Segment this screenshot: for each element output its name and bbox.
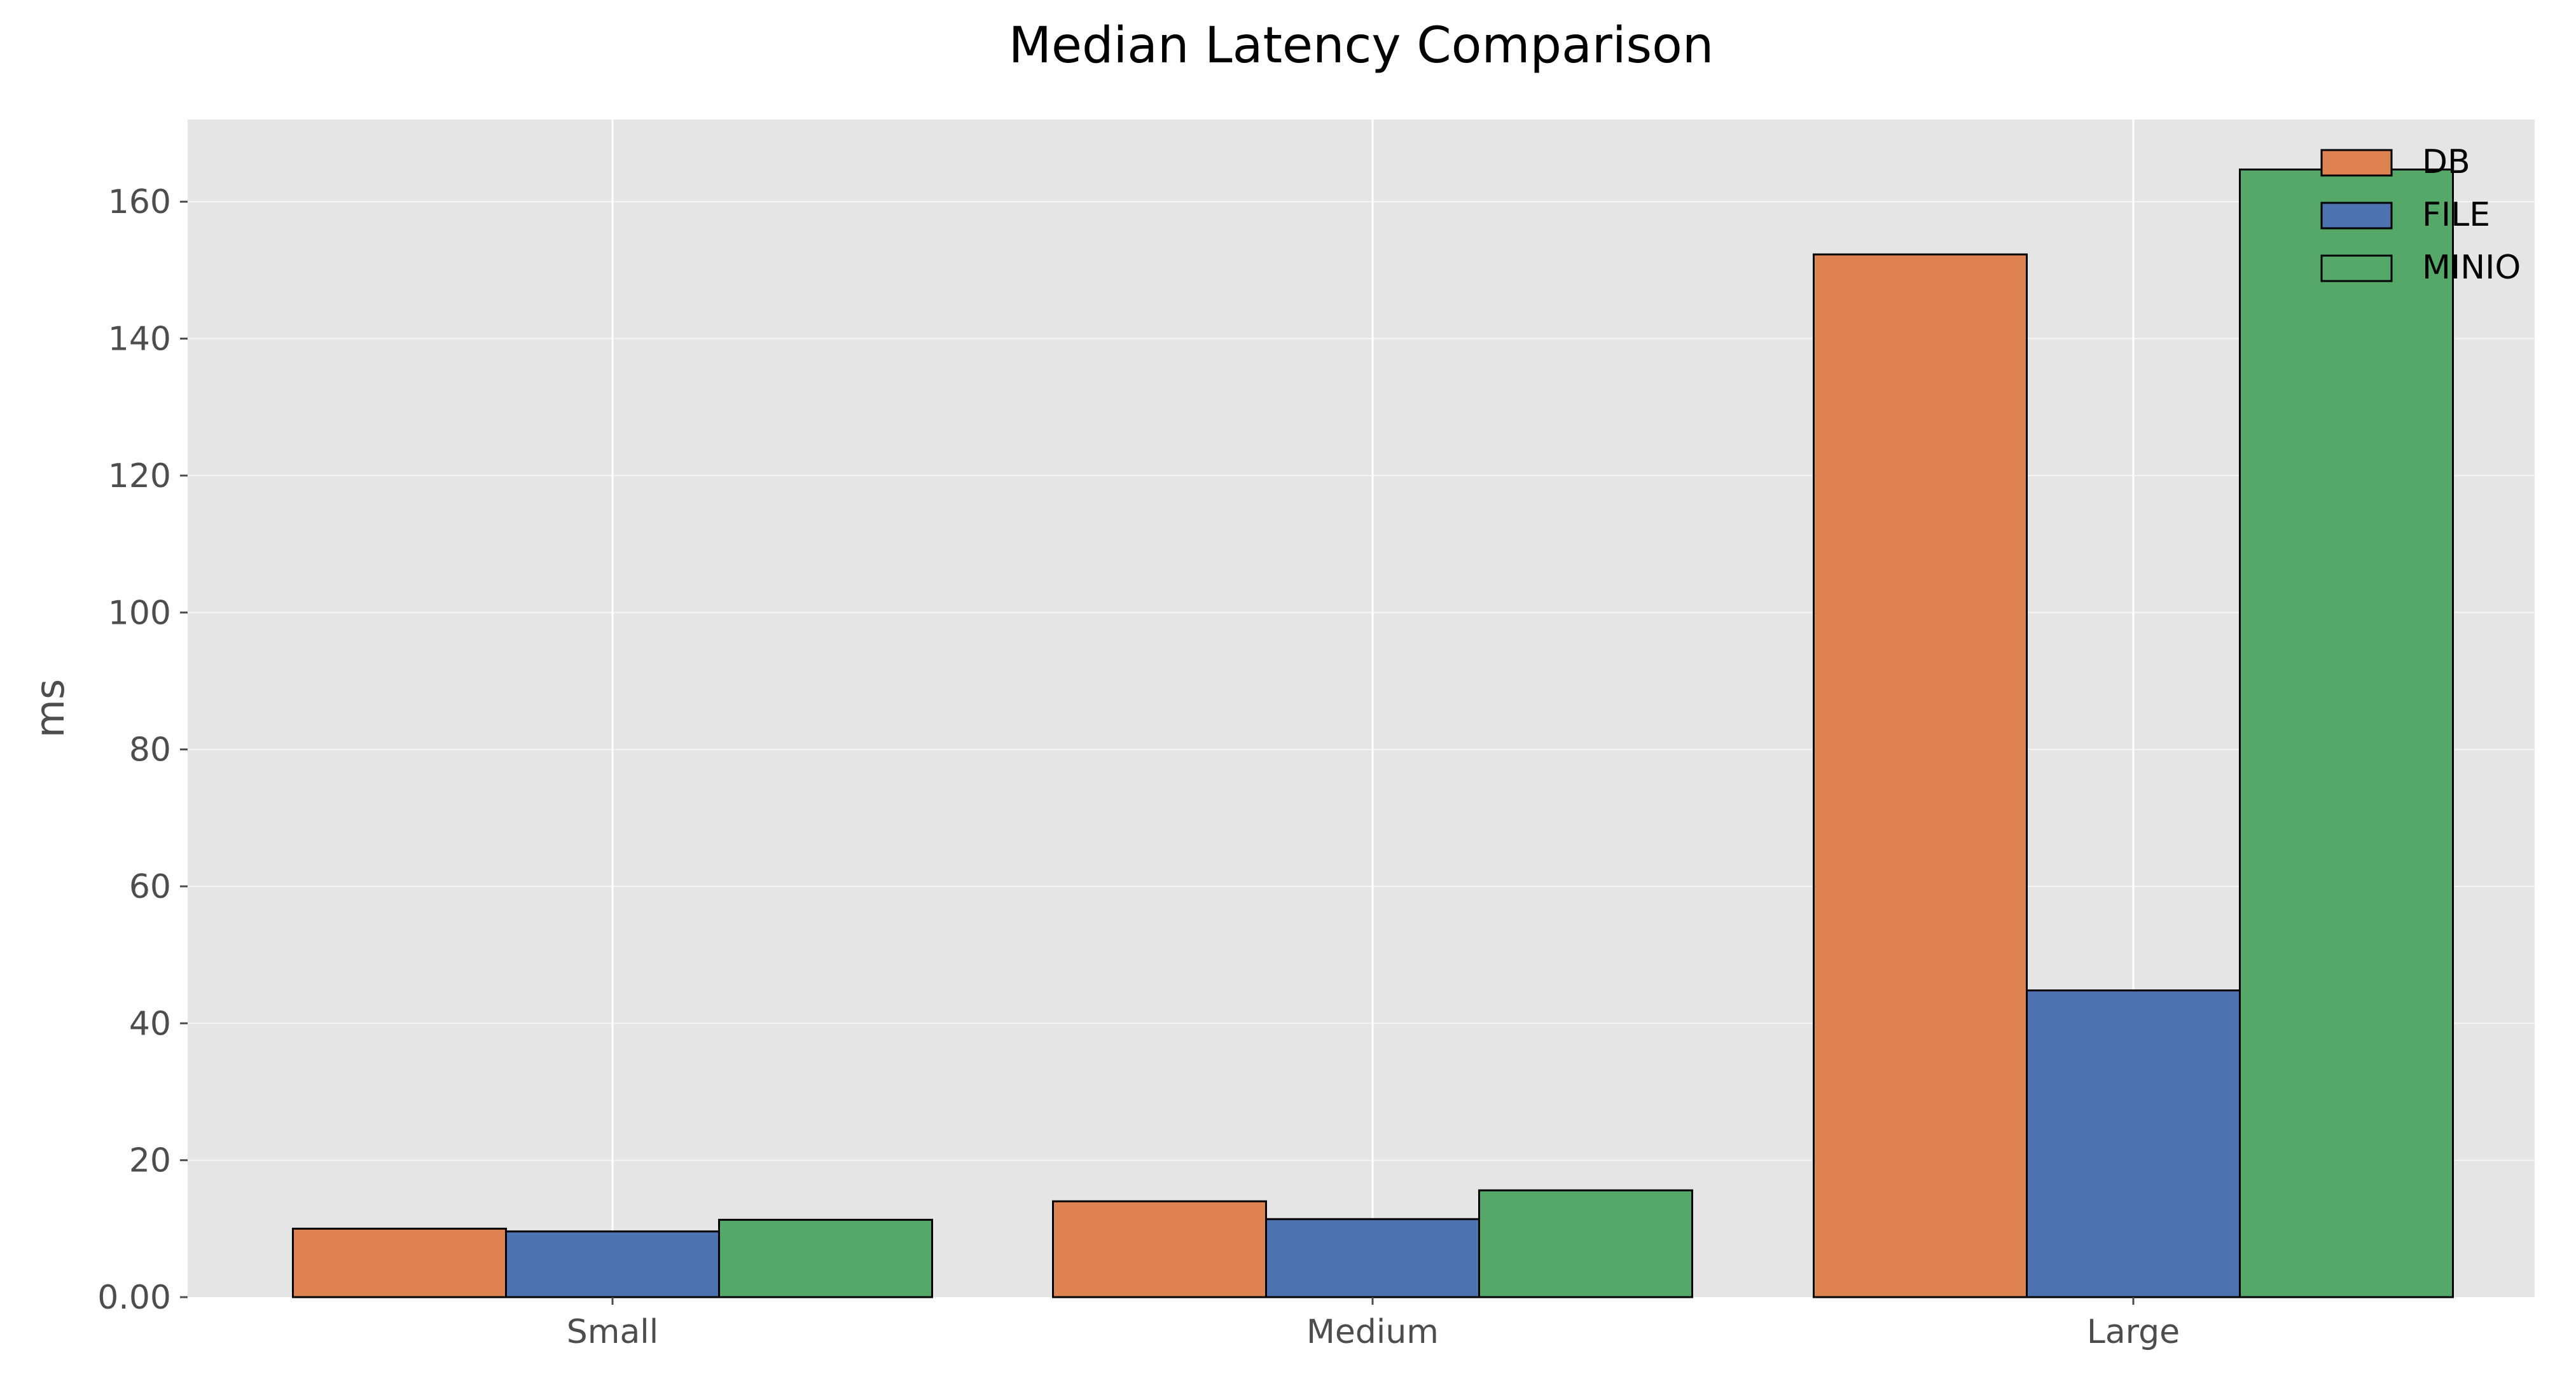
y-tick-label: 0.00 [97, 1279, 171, 1317]
bar-minio-large [2239, 169, 2454, 1298]
x-axis-ticks: Small Medium Large [567, 1297, 2180, 1351]
chart-title: Median Latency Comparison [1009, 17, 1714, 74]
x-tick-label: Large [2087, 1313, 2180, 1351]
bar-db-medium [1052, 1200, 1267, 1298]
bars [292, 169, 2454, 1298]
y-axis-ticks: 0.00 20 40 60 80 100 120 140 160 [97, 183, 188, 1317]
bar-minio-medium [1478, 1189, 1693, 1298]
legend-label-minio: MINIO [2422, 249, 2521, 287]
bar-db-small [292, 1227, 507, 1298]
legend-label-file: FILE [2422, 196, 2490, 234]
bar-file-medium [1265, 1218, 1480, 1298]
legend-label-db: DB [2422, 143, 2470, 181]
x-tick-label: Small [567, 1313, 658, 1351]
y-tick-label: 140 [108, 320, 171, 359]
y-tick-label: 40 [129, 1005, 171, 1043]
y-tick-label: 160 [108, 183, 171, 221]
y-tick-label: 80 [129, 731, 171, 769]
y-axis-label: ms [27, 679, 73, 738]
legend-swatch-minio [2320, 254, 2393, 282]
bar-db-large [1813, 253, 2028, 1298]
legend-swatch-db [2320, 149, 2393, 177]
bar-file-large [2026, 989, 2241, 1298]
y-tick-label: 120 [108, 457, 171, 495]
legend-swatch-file [2320, 202, 2393, 230]
bar-minio-small [718, 1218, 933, 1298]
y-tick-label: 20 [129, 1142, 171, 1180]
bar-file-small [505, 1230, 720, 1298]
legend: DB FILE MINIO [2320, 143, 2521, 287]
y-tick-label: 100 [108, 594, 171, 632]
x-tick-label: Medium [1306, 1313, 1439, 1351]
y-tick-label: 60 [129, 868, 171, 906]
